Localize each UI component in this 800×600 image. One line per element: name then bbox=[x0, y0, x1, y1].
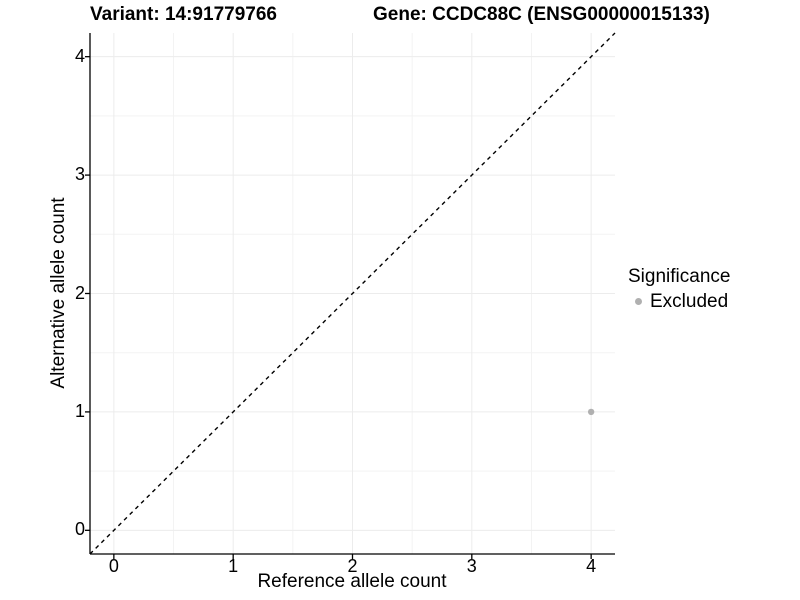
y-tick-label: 2 bbox=[74, 282, 85, 303]
y-tick-label: 4 bbox=[74, 45, 85, 66]
legend-item: Excluded bbox=[628, 290, 730, 313]
legend-item-label: Excluded bbox=[650, 291, 729, 312]
legend-key-dot-icon bbox=[634, 298, 642, 305]
y-tick-label: 0 bbox=[74, 519, 85, 540]
x-tick-label: 0 bbox=[108, 556, 119, 576]
legend-title: Significance bbox=[628, 266, 731, 287]
y-axis-title: Alternative allele count bbox=[48, 197, 69, 389]
legend-items: Excluded bbox=[628, 290, 730, 313]
legend-key bbox=[628, 292, 648, 312]
x-tick-label: 1 bbox=[228, 556, 239, 576]
plot-title-variant: Variant: 14:91779766 bbox=[90, 4, 277, 25]
x-tick-label: 2 bbox=[347, 556, 358, 576]
plot-title-gene: Gene: CCDC88C (ENSG00000015133) bbox=[373, 4, 710, 25]
x-tick-label: 3 bbox=[466, 556, 477, 576]
y-tick-label: 3 bbox=[74, 164, 85, 185]
data-point bbox=[587, 408, 595, 416]
legend: Significance Excluded bbox=[628, 265, 730, 313]
identity-reference-line bbox=[89, 32, 616, 555]
x-axis-title: Reference allele count bbox=[257, 571, 447, 592]
x-tick-label: 4 bbox=[586, 556, 597, 576]
y-tick-label: 1 bbox=[74, 400, 85, 421]
